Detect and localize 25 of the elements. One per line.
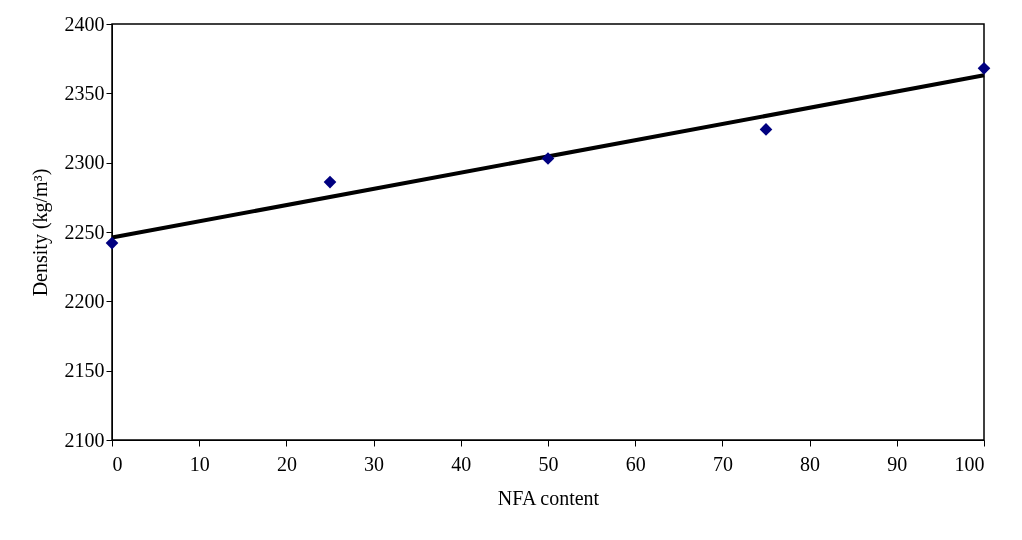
y-tick-label: 2300	[64, 151, 105, 174]
y-tick-label: 2150	[64, 359, 105, 382]
x-tick-label: 20	[276, 452, 297, 475]
y-tick-label: 2350	[64, 81, 105, 104]
x-tick-label: 100	[954, 452, 985, 475]
y-axis-title: Density (kg/m³)	[28, 168, 52, 297]
x-tick-label: 60	[625, 452, 646, 475]
x-axis-title: NFA content	[497, 486, 600, 509]
y-tick-label: 2100	[64, 428, 105, 451]
point	[977, 62, 991, 75]
point	[105, 236, 119, 250]
x-tick-label: 0	[112, 452, 123, 475]
x-tick-label: 80	[800, 452, 821, 475]
point	[323, 175, 337, 189]
x-tick-label: 50	[538, 452, 559, 475]
x-tick-label: 90	[887, 452, 908, 475]
x-tick-label: 70	[712, 452, 733, 475]
y-tick-label: 2250	[64, 220, 105, 243]
point	[759, 123, 773, 136]
y-tick-label: 2200	[64, 289, 105, 312]
y-tick-label: 2400	[64, 12, 105, 35]
x-tick-label: 40	[451, 452, 472, 475]
point	[541, 152, 555, 165]
x-tick-label: 30	[364, 452, 385, 475]
x-tick-label: 10	[189, 452, 210, 475]
